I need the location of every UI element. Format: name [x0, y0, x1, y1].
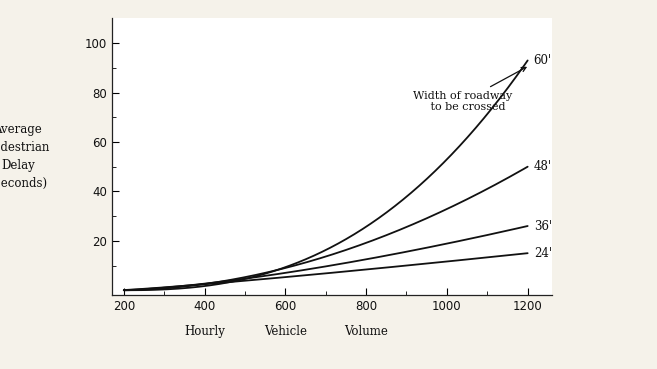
- Text: 24': 24': [533, 247, 552, 260]
- Text: Vehicle: Vehicle: [264, 325, 307, 338]
- Text: 36': 36': [533, 220, 552, 232]
- Y-axis label: Average
Pedestrian
Delay
(Seconds): Average Pedestrian Delay (Seconds): [0, 123, 49, 190]
- Text: 48': 48': [533, 160, 552, 173]
- Text: 60': 60': [533, 54, 552, 67]
- Text: Hourly: Hourly: [184, 325, 225, 338]
- Text: Volume: Volume: [344, 325, 388, 338]
- Text: Width of roadway
   to be crossed: Width of roadway to be crossed: [413, 68, 526, 112]
